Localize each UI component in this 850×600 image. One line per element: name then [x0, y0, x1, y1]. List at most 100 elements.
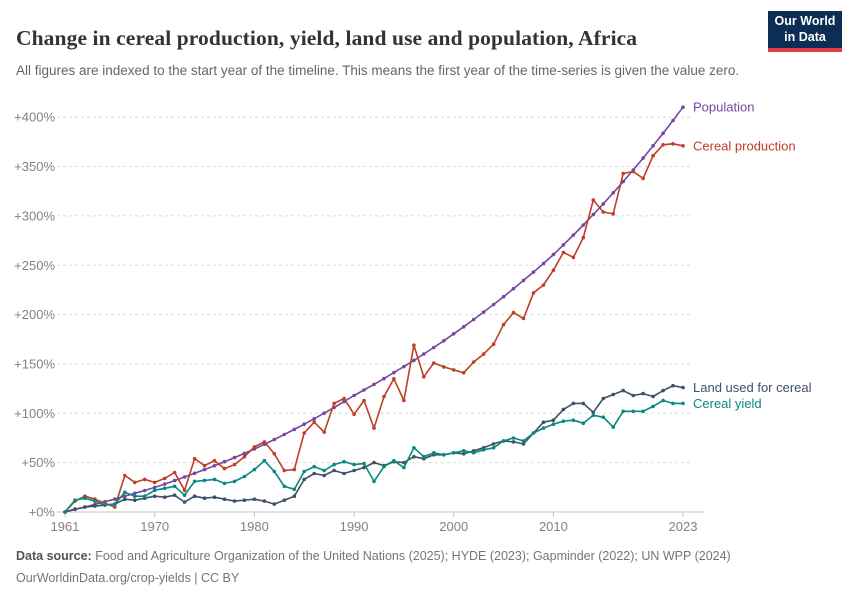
series-point-cereal-production-1991 [362, 398, 366, 403]
series-point-population-1987 [322, 411, 327, 416]
series-point-population-1997 [422, 352, 426, 356]
series-point-population-2015 [601, 202, 606, 206]
owid-logo-line1: Our World [774, 13, 836, 28]
series-point-cereal-production-1990 [352, 412, 356, 417]
series-point-cereal-yield-1983 [282, 484, 287, 489]
series-point-cereal-yield-2003 [481, 448, 486, 452]
series-point-cereal-production-1981 [262, 440, 267, 444]
series-point-cereal-production-1968 [133, 480, 137, 485]
series-point-land-used-for-cereal-1996 [412, 454, 416, 459]
chart-footer: Data source: Food and Agriculture Organi… [16, 546, 836, 588]
series-label-population[interactable]: Population [693, 100, 754, 115]
footer-link[interactable]: OurWorldinData.org/crop-yields | CC BY [16, 571, 240, 585]
series-point-population-1996 [412, 358, 416, 363]
series-point-cereal-yield-1998 [432, 451, 436, 455]
chart-title: Change in cereal production, yield, land… [16, 26, 638, 51]
series-point-land-used-for-cereal-2015 [601, 396, 606, 401]
y-tick-label-100: +100% [14, 406, 55, 421]
series-point-cereal-yield-1968 [133, 494, 137, 499]
series-point-cereal-yield-1975 [202, 478, 207, 483]
series-label-cereal-yield[interactable]: Cereal yield [693, 396, 762, 411]
series-line-cereal-production[interactable] [64, 143, 684, 513]
series-point-land-used-for-cereal-1964 [93, 504, 97, 508]
series-point-cereal-production-2015 [601, 210, 606, 214]
series-point-population-2012 [571, 233, 576, 237]
series-point-land-used-for-cereal-1981 [262, 499, 267, 503]
series-point-cereal-yield-1994 [392, 458, 396, 463]
series-point-land-used-for-cereal-1967 [123, 497, 127, 502]
series-point-cereal-production-1999 [442, 365, 446, 369]
series-point-land-used-for-cereal-1983 [282, 498, 287, 503]
series-point-population-1994 [392, 370, 396, 375]
series-point-cereal-production-2002 [471, 360, 476, 364]
y-tick-label-200: +200% [14, 307, 55, 322]
series-point-population-1976 [212, 463, 217, 468]
series-point-cereal-production-2012 [571, 255, 576, 260]
series-point-cereal-production-2007 [521, 316, 526, 321]
series-point-population-1973 [182, 475, 187, 479]
series-point-cereal-production-1993 [382, 394, 386, 399]
series-point-land-used-for-cereal-2019 [641, 391, 645, 396]
series-point-cereal-production-2022 [671, 142, 675, 146]
x-tick-label-1961: 1961 [51, 519, 80, 534]
series-point-population-1977 [222, 459, 227, 464]
series-point-cereal-yield-2001 [461, 449, 466, 453]
series-line-population[interactable] [64, 106, 684, 513]
series-point-cereal-yield-2004 [491, 446, 496, 450]
series-point-cereal-yield-1971 [162, 486, 167, 491]
series-point-cereal-production-2019 [641, 176, 645, 181]
series-point-cereal-production-2013 [581, 235, 586, 240]
series-point-cereal-production-1969 [142, 477, 147, 482]
series-point-cereal-yield-1972 [172, 484, 177, 489]
series-point-land-used-for-cereal-2009 [541, 420, 546, 425]
series-point-population-2021 [661, 131, 665, 136]
series-point-land-used-for-cereal-2010 [551, 418, 556, 423]
x-tick-label-2023: 2023 [669, 519, 698, 534]
series-point-population-1975 [202, 467, 207, 472]
series-point-cereal-yield-2021 [661, 398, 665, 403]
series-point-cereal-yield-2012 [571, 418, 576, 423]
series-point-cereal-yield-1965 [103, 503, 107, 507]
series-point-cereal-yield-2013 [581, 421, 586, 426]
series-point-land-used-for-cereal-1962 [73, 507, 77, 511]
series-point-population-1985 [302, 422, 307, 427]
series-point-land-used-for-cereal-1985 [302, 477, 307, 482]
series-point-population-1970 [152, 485, 157, 490]
series-point-cereal-yield-1961 [63, 510, 67, 514]
series-point-land-used-for-cereal-1978 [232, 499, 237, 503]
series-point-land-used-for-cereal-2022 [671, 383, 675, 388]
series-point-cereal-production-1984 [292, 467, 297, 472]
series-point-cereal-yield-2005 [501, 439, 506, 443]
series-label-cereal-production[interactable]: Cereal production [693, 138, 796, 153]
series-point-population-2014 [591, 212, 596, 217]
series-point-population-1983 [282, 432, 287, 437]
series-point-population-1978 [232, 455, 237, 460]
series-point-population-1991 [362, 388, 366, 392]
data-source-label: Data source: [16, 549, 92, 563]
series-point-land-used-for-cereal-1973 [182, 500, 187, 504]
series-point-land-used-for-cereal-1990 [352, 468, 356, 473]
series-point-cereal-yield-1970 [152, 488, 157, 493]
series-point-population-1984 [292, 427, 297, 432]
series-point-cereal-production-2006 [511, 310, 516, 315]
series-point-land-used-for-cereal-2018 [631, 393, 635, 398]
series-point-cereal-yield-2011 [561, 419, 566, 424]
series-point-population-2006 [511, 286, 516, 291]
series-line-land-used-for-cereal[interactable] [64, 384, 684, 513]
series-point-cereal-production-2011 [561, 250, 566, 255]
series-point-population-1971 [162, 482, 167, 486]
series-point-population-1968 [133, 491, 137, 496]
y-tick-label-0: +0% [29, 505, 56, 520]
series-point-cereal-yield-2020 [651, 404, 655, 409]
series-point-land-used-for-cereal-1987 [322, 473, 327, 478]
series-point-cereal-yield-1986 [312, 464, 317, 469]
owid-logo-box: Our World in Data [768, 11, 842, 48]
x-tick-label-1970: 1970 [140, 519, 169, 534]
series-label-land-used-for-cereal[interactable]: Land used for cereal [693, 380, 812, 395]
series-point-cereal-yield-1991 [362, 461, 366, 466]
series-point-cereal-yield-1993 [382, 464, 386, 469]
series-point-cereal-production-2017 [621, 171, 625, 176]
series-line-cereal-yield[interactable] [64, 399, 683, 513]
